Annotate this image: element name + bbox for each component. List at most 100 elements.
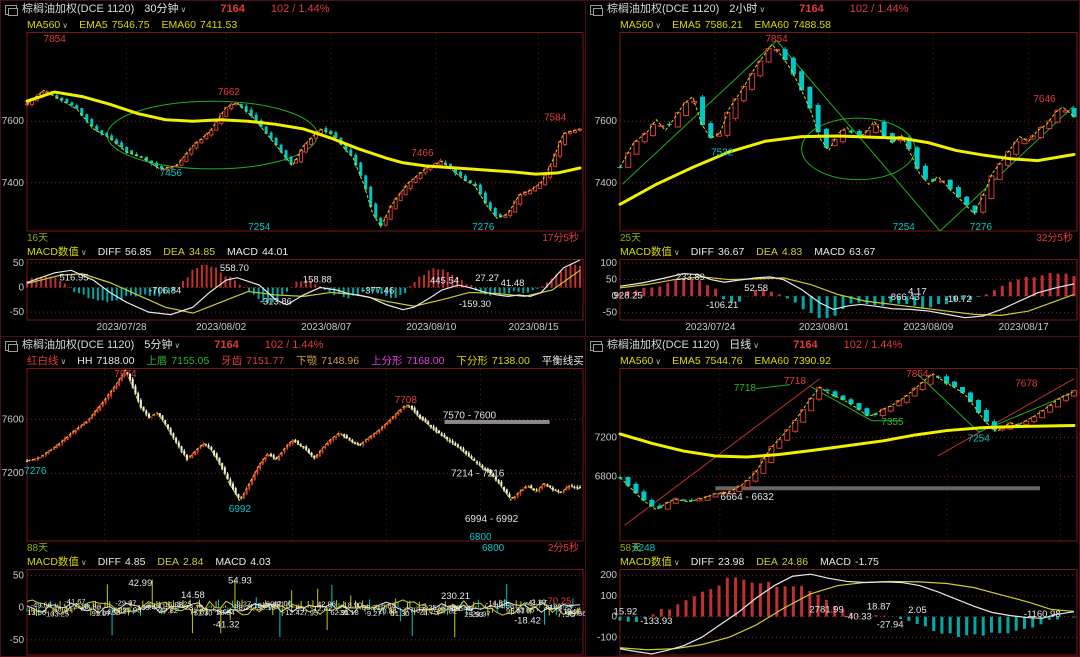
- price-annotation: 200: [600, 570, 617, 581]
- ma-indicator-dropdown[interactable]: MA560 ∨: [620, 19, 662, 31]
- window-restore-icon[interactable]: [5, 4, 18, 16]
- price-annotation: 38.44: [53, 605, 72, 614]
- macd-value: DEA 24.86: [756, 556, 809, 568]
- price-annotation: 7276: [24, 466, 47, 477]
- price-annotation: 6800: [482, 543, 505, 554]
- period-dropdown[interactable]: 日线 ∨: [729, 339, 760, 351]
- macd-chart[interactable]: 200 100 0 -100 15.92 -133.93 2781.99 -40.33 18.8…: [586, 569, 1079, 656]
- price-annotation: 50: [606, 275, 618, 286]
- trend-line: [937, 378, 1075, 457]
- redwhite-indicator-dropdown[interactable]: 红白线 ∨: [27, 355, 67, 367]
- date-label: 2023/08/17: [998, 322, 1049, 333]
- price-annotation: -57.41: [450, 603, 471, 612]
- price-annotation: 7854: [766, 34, 789, 45]
- price-annotation: -23.75: [182, 603, 203, 612]
- bar-countdown: 17分5秒: [542, 233, 579, 244]
- chart-footer: 58天 6248: [586, 542, 1079, 555]
- period-dropdown[interactable]: 5分钟 ∨: [144, 339, 181, 351]
- macd-chart[interactable]: 50 0 -50 516.95 -706.84 558.70 -313.86 158.88 -3…: [1, 259, 585, 321]
- price-annotation: 54.93: [228, 576, 252, 587]
- price-annotation: 29.93: [123, 605, 142, 614]
- instrument-name: 棕榈油加权(DCE 1120): [607, 339, 720, 351]
- chart-panel-5min: 棕榈油加权(DCE 1120) 5分钟 ∨ 7164 102 / 1.44% 红白…: [0, 336, 586, 657]
- panel-titlebar: 棕榈油加权(DCE 1120) 日线 ∨ 7164 102 / 1.44%: [586, 337, 1079, 354]
- macd-svg: 200 100 0 -100 15.92-133.93 2781.99-40.3318.8…: [597, 569, 1078, 656]
- price-annotation: -47.82: [157, 606, 178, 615]
- macd-svg: 100 50 0 -50 928.25 233.89 -106.21 52.58 -866.43…: [600, 259, 1078, 321]
- price-annotation: 7254: [248, 222, 271, 232]
- date-label: 2023/08/02: [196, 322, 247, 333]
- chevron-down-icon: ∨: [759, 5, 766, 14]
- main-candlestick-chart[interactable]: 7600 7400 7854 7662 7456 7466 7254 7276 7584: [1, 32, 585, 232]
- price-annotation: 50: [13, 259, 25, 269]
- macd-chart[interactable]: 100 50 0 -50 928.25 233.89 -106.21 52.58 -866.43…: [586, 259, 1079, 321]
- macd-indicator-dropdown[interactable]: MACD数值 ∨: [620, 556, 680, 568]
- chevron-down-icon: ∨: [655, 21, 662, 30]
- chart-panel-daily: 棕榈油加权(DCE 1120) 日线 ∨ 7164 102 / 1.44% MA5…: [585, 336, 1080, 657]
- price-annotation: 7.95: [557, 609, 576, 620]
- plot-border: [619, 368, 1078, 542]
- indicator-row: MA560 ∨ EMA5 7546.75 EMA60 7411.53: [1, 18, 585, 32]
- date-label: 2023/08/15: [508, 322, 559, 333]
- macd-indicator-dropdown[interactable]: MACD数值 ∨: [27, 556, 87, 568]
- date-label: 2023/08/07: [301, 322, 352, 333]
- diff-line: [26, 259, 581, 316]
- candlestick-svg: 7600 7200 7974 7276 7708 6992 7570 - 7600 7214 …: [2, 368, 584, 542]
- period-days-label: 16天: [27, 233, 49, 244]
- date-label: 2023/08/09: [903, 322, 954, 333]
- price-annotation: 7.95: [303, 608, 318, 617]
- last-price: 7164: [793, 339, 818, 351]
- price-annotation: 135.49: [137, 603, 160, 612]
- price-annotation: -47.82: [436, 606, 457, 615]
- ma-indicator-dropdown[interactable]: MA560 ∨: [620, 355, 662, 367]
- ema5-line: [619, 43, 1075, 215]
- period-dropdown[interactable]: 2小时 ∨: [729, 3, 766, 15]
- chevron-down-icon: ∨: [80, 558, 87, 567]
- price-annotation: -706.84: [149, 285, 181, 296]
- main-candlestick-chart[interactable]: 7600 7400 7854 7532 7646 7254 7276: [586, 32, 1079, 232]
- candlestick-series: [25, 89, 582, 228]
- macd-value: MACD 4.03: [215, 556, 271, 568]
- ema5-line: [26, 368, 581, 502]
- price-annotation: 7584: [544, 113, 567, 124]
- window-restore-icon[interactable]: [590, 4, 603, 16]
- macd-chart[interactable]: 50 0 -50 13.56 103.25 -41.67 33.86 14.58 -29.97 1…: [1, 569, 585, 656]
- date-label: 2023/08/10: [406, 322, 457, 333]
- main-candlestick-chart[interactable]: 7200 6800 7718 7718 7854 7355 7254 7678 6664 - 6…: [586, 368, 1079, 542]
- price-annotation: 233.89: [676, 272, 705, 283]
- panel-titlebar: 棕榈油加权(DCE 1120) 30分钟 ∨ 7164 102 / 1.44%: [1, 1, 585, 18]
- price-annotation: -313.86: [260, 296, 292, 307]
- chevron-down-icon: ∨: [80, 248, 87, 257]
- macd-indicator-dropdown[interactable]: MACD数值 ∨: [620, 246, 680, 258]
- window-restore-icon[interactable]: [5, 340, 18, 352]
- indicator-value: EMA5 7586.21: [672, 19, 743, 31]
- panel-titlebar: 棕榈油加权(DCE 1120) 5分钟 ∨ 7164 102 / 1.44%: [1, 337, 585, 354]
- macd-value: DIFF 36.67: [690, 246, 745, 258]
- period-dropdown[interactable]: 30分钟 ∨: [144, 3, 187, 15]
- price-change: 102 / 1.44%: [270, 3, 330, 15]
- price-annotation: 100: [600, 259, 617, 269]
- window-restore-icon[interactable]: [590, 340, 603, 352]
- macd-indicator-dropdown[interactable]: MACD数值 ∨: [27, 246, 87, 258]
- indicator-value: 下分形 7138.00: [456, 355, 530, 367]
- price-change: 102 / 1.44%: [849, 3, 909, 15]
- price-annotation: 7254: [893, 222, 916, 232]
- price-annotation: 158.88: [303, 275, 332, 286]
- price-annotation: -159.30: [459, 299, 491, 310]
- candlestick-svg: 7200 6800 7718 7718 7854 7355 7254 7678 6664 - 6…: [595, 368, 1078, 542]
- price-annotation: -377.46: [362, 285, 394, 296]
- price-annotation: 7466: [411, 148, 434, 159]
- plot-border: [26, 32, 584, 232]
- ma-indicator-dropdown[interactable]: MA560 ∨: [27, 19, 69, 31]
- main-candlestick-chart[interactable]: 7600 7200 7974 7276 7708 6992 7570 - 7600 7214 …: [1, 368, 585, 542]
- chart-footer: 25天 32分5秒: [586, 232, 1079, 245]
- price-change: 102 / 1.44%: [264, 339, 324, 351]
- macd-row: MACD数值 ∨ DIFF 23.98 DEA 24.86 MACD -1.75: [586, 555, 1079, 569]
- price-annotation: -1160.98: [1024, 609, 1061, 620]
- dea-line: [26, 599, 581, 616]
- chevron-down-icon: ∨: [60, 357, 67, 366]
- price-annotation: 7678: [1015, 379, 1038, 390]
- diff-line: [619, 272, 1075, 319]
- price-annotation: -18.42: [514, 616, 541, 627]
- period-days-label: 58天: [620, 543, 642, 554]
